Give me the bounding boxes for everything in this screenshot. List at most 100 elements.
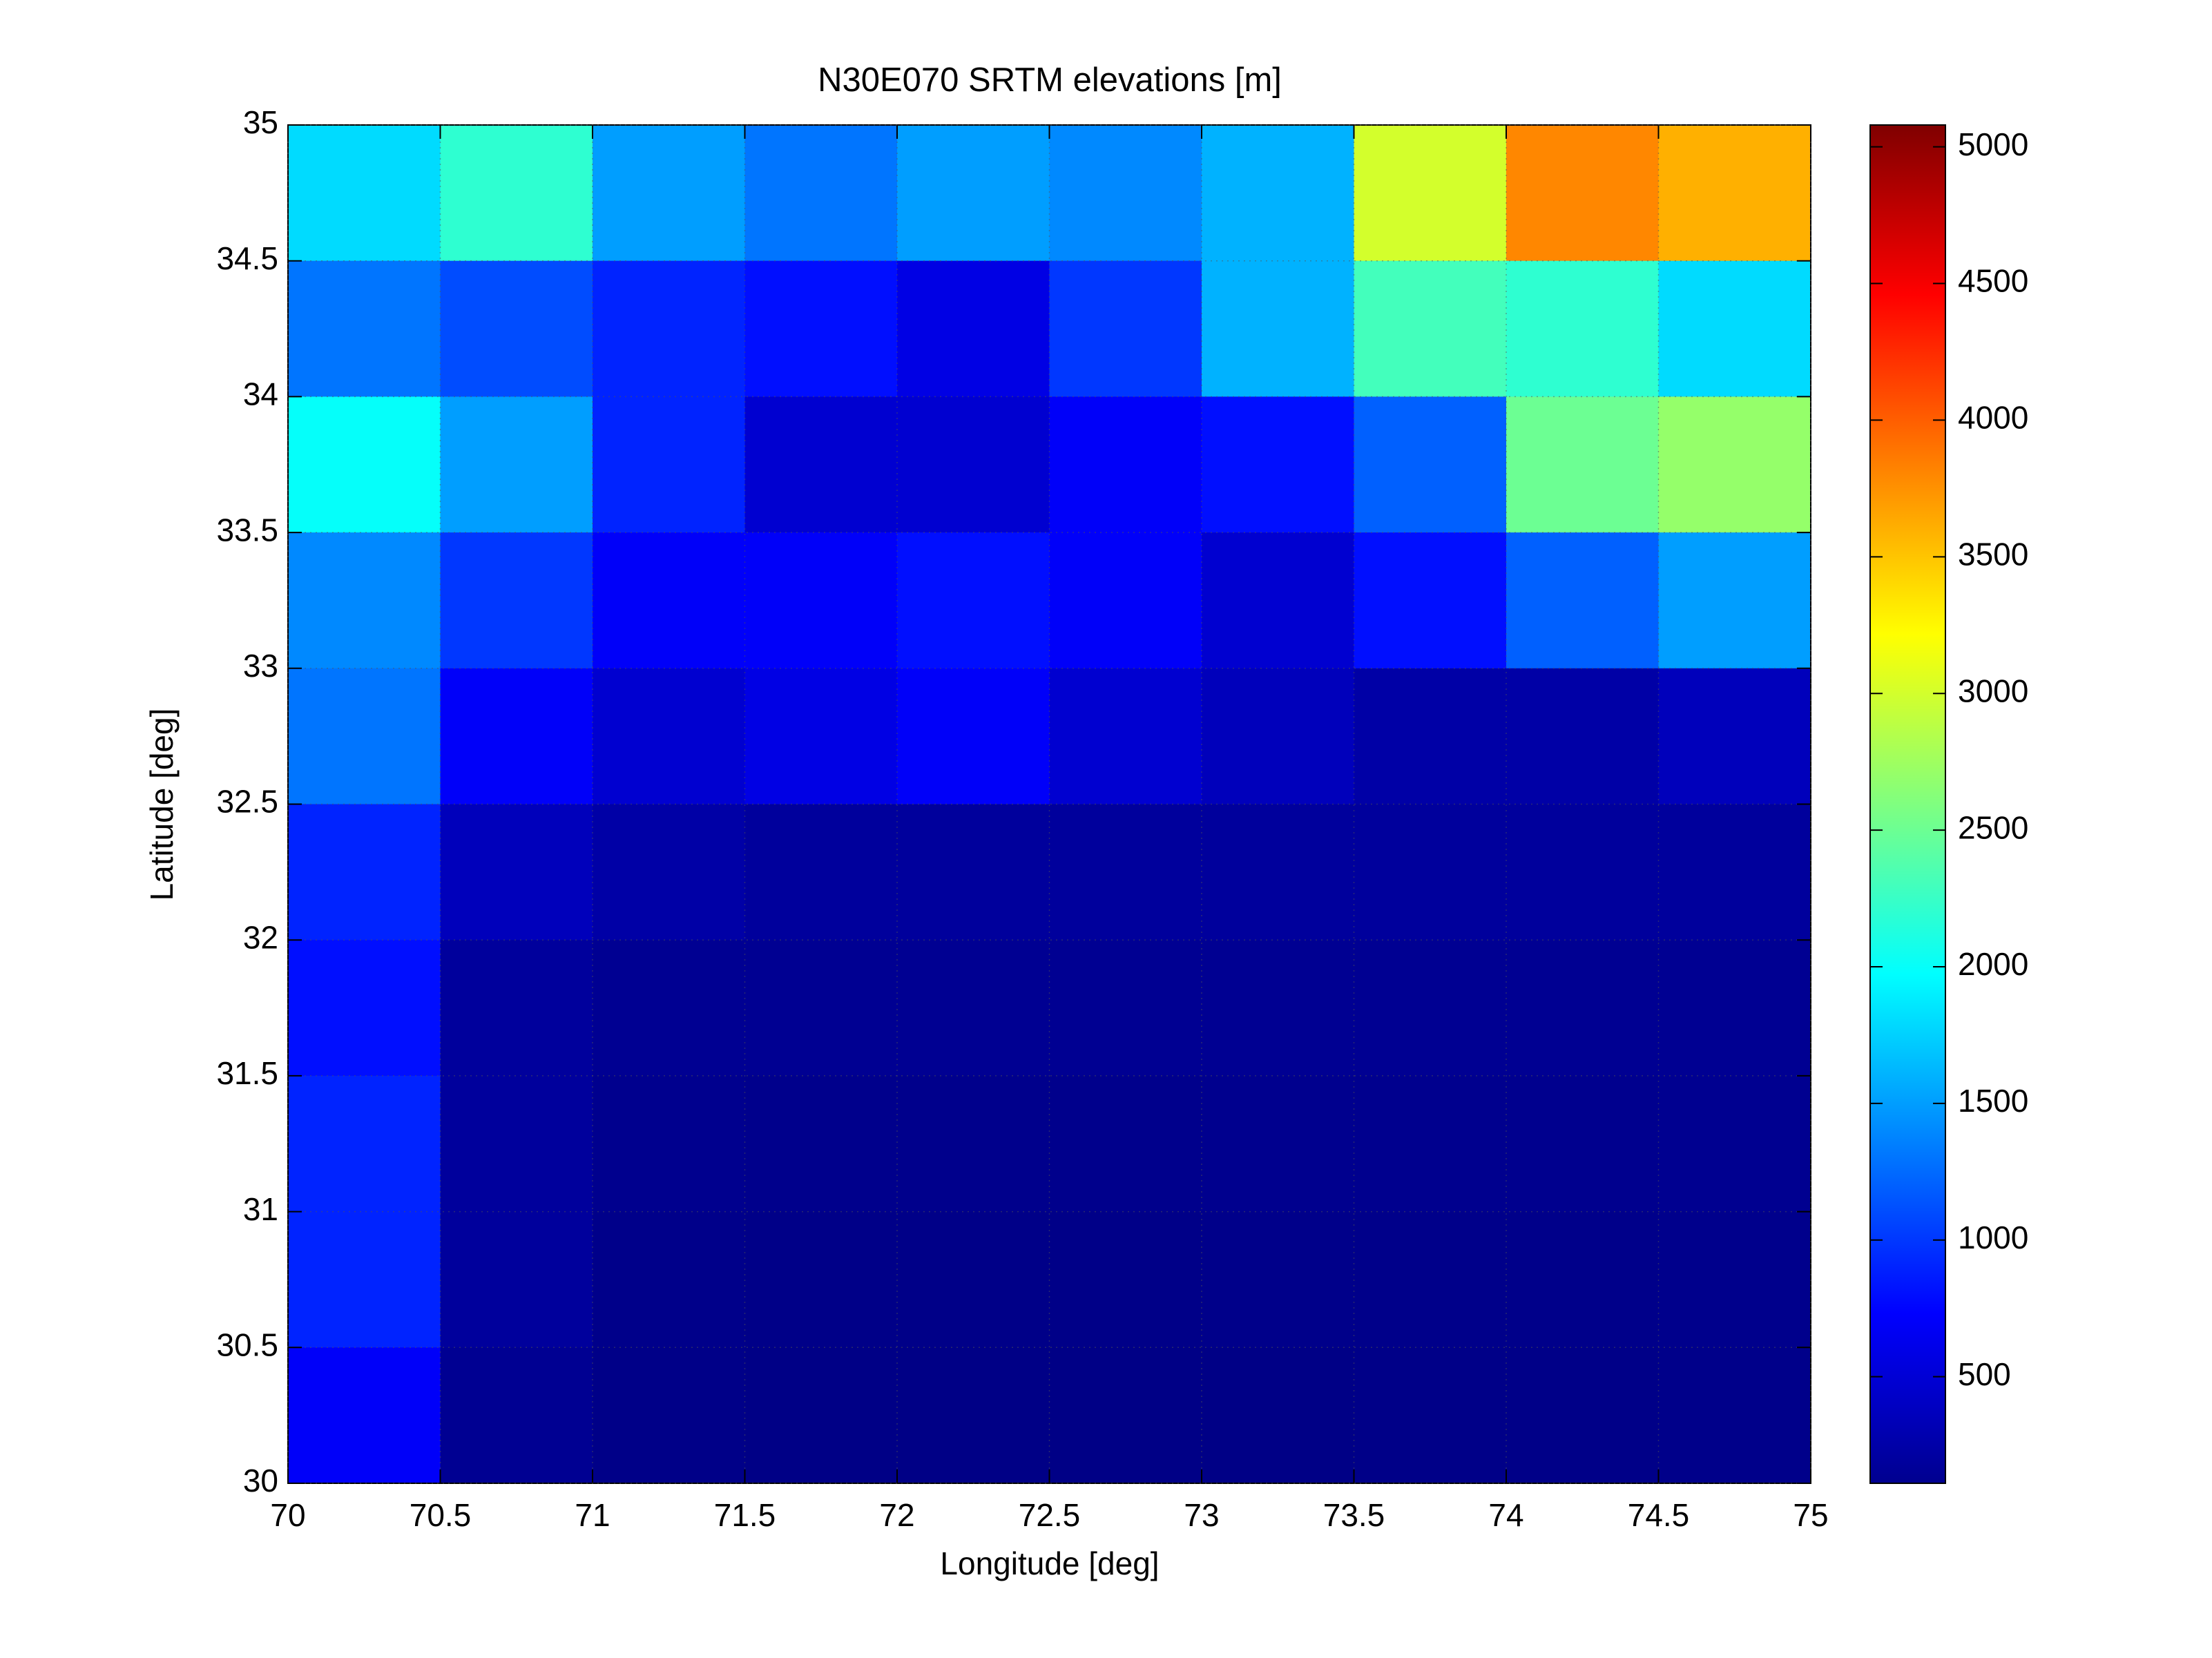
heatmap-cell (440, 396, 593, 533)
heatmap-cell (897, 125, 1050, 262)
heatmap-cell (1202, 804, 1354, 941)
heatmap-cell (1658, 396, 1811, 533)
heatmap-cell (1049, 532, 1202, 669)
heatmap-cell (1202, 1211, 1354, 1348)
heatmap-cell (288, 1347, 441, 1484)
y-axis-label: Latitude [deg] (144, 708, 180, 901)
heatmap-cell (897, 1347, 1050, 1484)
heatmap-cell (1049, 1075, 1202, 1213)
heatmap-cell (897, 532, 1050, 669)
colorbar (1869, 124, 1946, 1484)
heatmap-cell (1354, 940, 1507, 1077)
colorbar-tick-label: 4500 (1958, 263, 2028, 299)
heatmap-cell (1658, 804, 1811, 941)
y-tick-label: 33 (243, 648, 278, 684)
heatmap-cell (1049, 1211, 1202, 1348)
colorbar-tick-label: 2000 (1958, 946, 2028, 982)
heatmap-cell (1354, 532, 1507, 669)
colorbar-tick-label: 4000 (1958, 400, 2028, 436)
heatmap-cell (440, 1211, 593, 1348)
heatmap-cell (288, 804, 441, 941)
heatmap-cell (593, 940, 745, 1077)
heatmap-cell (744, 260, 898, 397)
heatmap-cell (1049, 1347, 1202, 1484)
heatmap-cell (897, 260, 1050, 397)
colorbar-tick-label: 1000 (1958, 1220, 2028, 1255)
heatmap-cell (440, 532, 593, 669)
x-tick-label: 71.5 (714, 1497, 776, 1533)
heatmap-cell (744, 940, 898, 1077)
heatmap-cell (440, 1075, 593, 1213)
heatmap-cell (288, 1075, 441, 1213)
x-tick-label: 70.5 (410, 1497, 472, 1533)
y-tick-label: 32 (243, 919, 278, 955)
heatmap-cell (1354, 668, 1507, 804)
heatmap-cell (744, 668, 898, 804)
heatmap-cell (1049, 396, 1202, 533)
heatmap-cell (440, 1347, 593, 1484)
heatmap-cell (744, 1347, 898, 1484)
heatmap-cell (744, 396, 898, 533)
heatmap-cell (1658, 940, 1811, 1077)
colorbar-tick-label: 500 (1958, 1356, 2011, 1392)
heatmap-cell (1202, 396, 1354, 533)
heatmap-cell (1049, 804, 1202, 941)
heatmap-cell (1506, 1347, 1659, 1484)
heatmap-cell (288, 260, 441, 397)
x-tick-label: 73 (1184, 1497, 1219, 1533)
y-tick-label: 30.5 (216, 1327, 278, 1362)
heatmap-cell (1506, 1211, 1659, 1348)
y-tick-label: 31.5 (216, 1055, 278, 1091)
heatmap-cell (1506, 668, 1659, 804)
heatmap-cell (288, 125, 441, 262)
heatmap-cell (1506, 940, 1659, 1077)
x-tick-label: 71 (575, 1497, 610, 1533)
heatmap-cell (1658, 260, 1811, 397)
heatmap-cell (288, 532, 441, 669)
y-tick-label: 32.5 (216, 784, 278, 820)
colorbar-tick-label: 1500 (1958, 1083, 2028, 1119)
heatmap-cell (897, 1211, 1050, 1348)
heatmap-cell (1506, 532, 1659, 669)
heatmap-cell (288, 668, 441, 804)
heatmap-cell (1658, 532, 1811, 669)
heatmap-cell (593, 125, 745, 262)
heatmap-cell (288, 940, 441, 1077)
heatmap-cell (1658, 668, 1811, 804)
heatmap-cell (1049, 940, 1202, 1077)
heatmap-cell (440, 260, 593, 397)
heatmap-cell (440, 804, 593, 941)
heatmap-cell (1354, 260, 1507, 397)
heatmap-cell (897, 940, 1050, 1077)
heatmap-cell (1506, 260, 1659, 397)
heatmap-cell (593, 532, 745, 669)
heatmap-cell (1354, 125, 1507, 262)
heatmap-cell (1658, 1347, 1811, 1484)
colorbar-tick-label: 2500 (1958, 809, 2028, 845)
x-tick-label: 72 (879, 1497, 914, 1533)
heatmap-cell (1658, 125, 1811, 262)
heatmap-cell (1506, 1075, 1659, 1213)
y-tick-label: 34.5 (216, 240, 278, 276)
heatmap-cell (897, 668, 1050, 804)
colorbar-tick-label: 3000 (1958, 673, 2028, 708)
colorbar-tick-label: 5000 (1958, 126, 2028, 162)
heatmap-cell (1049, 125, 1202, 262)
heatmap-cell (593, 396, 745, 533)
heatmap-cell (593, 804, 745, 941)
heatmap-cell (897, 1075, 1050, 1213)
x-axis-label: Longitude [deg] (940, 1545, 1159, 1581)
heatmap-cell (593, 668, 745, 804)
y-tick-label: 30 (243, 1463, 278, 1498)
x-tick-label: 75 (1793, 1497, 1828, 1533)
x-tick-label: 74.5 (1628, 1497, 1690, 1533)
heatmap-cell (1354, 1347, 1507, 1484)
x-tick-label: 72.5 (1019, 1497, 1081, 1533)
heatmap-cell (1506, 804, 1659, 941)
heatmap-cell (744, 125, 898, 262)
x-tick-label: 73.5 (1323, 1497, 1385, 1533)
heatmap-cell (1049, 260, 1202, 397)
heatmap-cell (593, 1211, 745, 1348)
chart-title: N30E070 SRTM elevations [m] (818, 61, 1282, 99)
